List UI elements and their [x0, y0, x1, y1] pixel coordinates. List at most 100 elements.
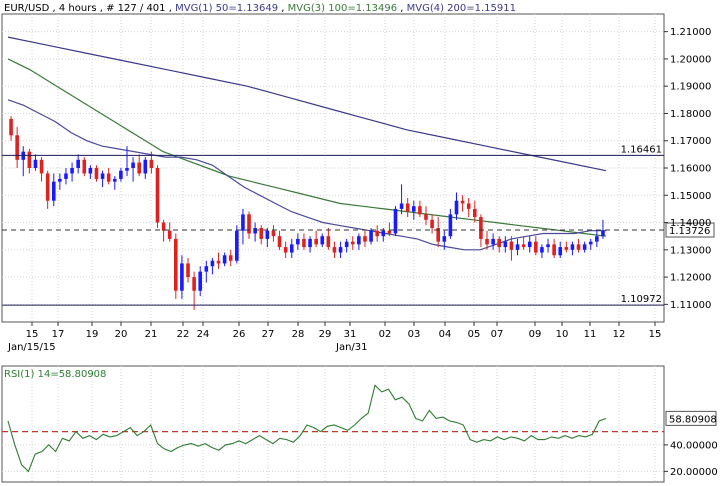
ma50-label: MVG(1) 50=1.13649 [175, 3, 278, 14]
price-tick-label: 1.12000 [670, 273, 711, 284]
time-tick-label: 20 [115, 329, 128, 340]
candle-body [320, 236, 325, 245]
price-tick-label: 1.14000 [670, 218, 711, 229]
candle-body [405, 203, 410, 212]
candle-body [436, 228, 440, 242]
candle-body [289, 244, 294, 253]
candle-body [241, 214, 245, 231]
rsi-line [7, 384, 607, 473]
candle-body [314, 238, 318, 245]
candle-body [601, 230, 605, 237]
candle-body [45, 173, 50, 201]
time-tick-label: 15 [649, 329, 662, 340]
candle-body [411, 206, 416, 212]
candle-body [204, 266, 209, 272]
candle-body [198, 271, 203, 291]
ma200-label: MVG(4) 200=1.15911 [407, 3, 516, 14]
candle-body [253, 228, 257, 234]
time-tick-label: 22 [177, 329, 190, 340]
candle-body [588, 241, 593, 245]
candle-body [393, 208, 398, 234]
candle-body [210, 260, 215, 267]
time-tick-label: 19 [86, 329, 99, 340]
time-tick-label: 29 [319, 329, 332, 340]
rsi-panel-bg [1, 365, 665, 483]
time-tick-label: 09 [529, 329, 542, 340]
ma100-label: MVG(3) 100=1.13496 [288, 3, 397, 14]
candle-layer [9, 116, 605, 310]
candle-body [119, 170, 123, 179]
rsi-tick-label: 40.00000 [670, 440, 718, 451]
candle-body [491, 238, 495, 245]
candle-body [350, 241, 355, 245]
candle-body [595, 236, 599, 242]
candle-body [387, 230, 392, 234]
candle-body [51, 181, 56, 201]
candle-body [302, 238, 306, 248]
candle-body [582, 244, 587, 250]
candle-body [473, 208, 477, 218]
candle-body [485, 238, 489, 245]
candle-body [88, 168, 93, 174]
candle-body [418, 206, 422, 215]
rsi-value-label: 58.80908 [669, 414, 717, 425]
time-tick-label: 27 [262, 329, 275, 340]
candle-body [106, 173, 111, 182]
candle-body [576, 244, 581, 250]
time-tick-label: 12 [613, 329, 626, 340]
candle-body [466, 203, 471, 209]
time-tick-label: 02 [379, 329, 392, 340]
candle-body [216, 260, 221, 264]
rsi-tick-label: 20.00000 [670, 467, 718, 478]
ma50-line [7, 99, 606, 251]
candle-body [460, 200, 465, 204]
chart-header: EUR/USD , 4 hours , # 127 / 401 , MVG(1)… [4, 3, 516, 14]
candle-body [155, 168, 160, 223]
candle-body [131, 162, 135, 168]
candle-body [100, 173, 105, 179]
rsi-header-label: RSI(1) 14=58.80908 [4, 369, 106, 380]
candle-body [375, 230, 379, 237]
candle-body [515, 244, 520, 250]
time-tick-label: 05 [468, 329, 481, 340]
candle-body [540, 247, 544, 253]
candle-body [76, 159, 80, 168]
candle-body [15, 135, 19, 160]
candle-body [137, 162, 141, 174]
candle-body [64, 173, 68, 179]
candle-body [70, 168, 74, 174]
time-tick-label: 11 [584, 329, 597, 340]
candle-body [381, 230, 386, 237]
price-level-layer: 1.16461 1.10972 1.13726 [2, 144, 715, 306]
candle-body [552, 244, 556, 256]
candle-body [283, 247, 288, 253]
candle-body [277, 236, 282, 248]
candle-body [235, 230, 239, 261]
candle-body [174, 238, 178, 291]
candle-body [265, 230, 270, 239]
time-tick-label: 17 [52, 329, 65, 340]
candle-body [94, 168, 99, 179]
moving-average-layer [7, 36, 607, 251]
price-tick-label: 1.11000 [670, 300, 711, 311]
price-tick-label: 1.17000 [670, 136, 711, 147]
candle-body [424, 214, 428, 220]
time-tick-label: 10 [556, 329, 569, 340]
candle-body [479, 217, 483, 239]
timeframe-label: 4 hours [59, 3, 97, 14]
candle-body [509, 241, 514, 250]
time-tick-label: 31 [344, 329, 357, 340]
candle-body [222, 255, 227, 264]
axis-layer: 1.11000 1.12000 1.13000 1.14000 1.15000 1.160… [26, 27, 718, 478]
time-tick-label: 07 [491, 329, 504, 340]
candle-body [326, 236, 331, 248]
candle-body [332, 247, 337, 253]
rsi-value-box [665, 410, 717, 426]
candle-body [521, 244, 526, 248]
current-price-box [665, 222, 715, 238]
candle-body [546, 244, 550, 248]
candle-body [338, 247, 343, 253]
candle-body [27, 151, 32, 168]
